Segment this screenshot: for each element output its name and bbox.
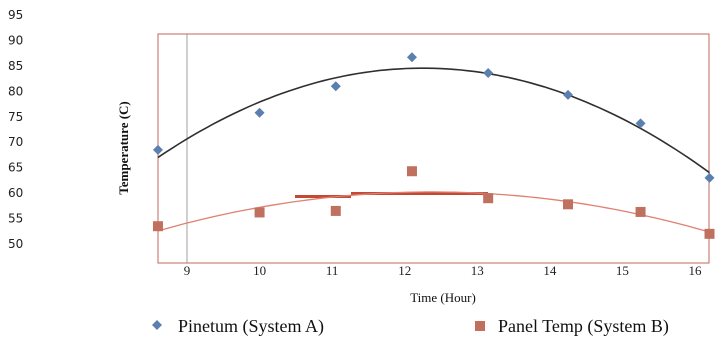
- data-point-pinetum: [483, 68, 494, 79]
- data-point-pinetum: [406, 52, 417, 63]
- y-tick-label: 80: [8, 84, 23, 98]
- x-tick-label: 12: [398, 263, 411, 278]
- x-axis-title: Time (Hour): [410, 290, 476, 305]
- data-point-panel-temp: [483, 193, 494, 204]
- y-axis-title: Temperature (C): [116, 101, 131, 195]
- data-point-panel-temp: [635, 206, 646, 217]
- data-point-panel-temp: [254, 207, 265, 218]
- series-panel-temp: [152, 166, 715, 239]
- trendline-pinetum: [157, 67, 710, 174]
- panel-temp-bar: [351, 192, 488, 195]
- panel-temp-bar: [295, 195, 351, 198]
- data-point-pinetum: [563, 89, 573, 100]
- y-tick-label: 90: [8, 33, 23, 47]
- x-tick-label: 15: [616, 263, 629, 278]
- series-pinetum: [152, 52, 715, 183]
- x-tick-label: 9: [184, 263, 191, 278]
- legend: Pinetum (System A) Panel Temp (System B): [152, 316, 669, 337]
- data-point-pinetum: [330, 81, 341, 92]
- y-tick-label: 95: [8, 8, 23, 22]
- x-tick-label: 16: [689, 263, 703, 278]
- data-point-panel-temp: [152, 221, 163, 232]
- data-point-pinetum: [704, 172, 715, 183]
- y-tick-label: 60: [8, 186, 23, 200]
- data-point-panel-temp: [330, 205, 341, 216]
- data-point-pinetum: [152, 144, 163, 155]
- x-tick-labels: 9 10 11 12 13 14 15 16: [184, 263, 702, 278]
- legend-item-panel-temp: Panel Temp (System B): [475, 316, 669, 337]
- data-point-pinetum: [635, 118, 646, 129]
- x-tick-label: 14: [543, 263, 557, 278]
- y-tick-labels: 50 55 60 65 70 75 80 85 90 95: [8, 8, 23, 251]
- legend-item-pinetum: Pinetum (System A): [152, 316, 324, 337]
- x-tick-label: 10: [253, 263, 266, 278]
- plot-area: [157, 33, 710, 264]
- x-tick-label: 13: [471, 263, 484, 278]
- x-tick-label: 11: [326, 263, 339, 278]
- square-marker-icon: [475, 321, 485, 331]
- panel-temp-markers: [295, 192, 488, 198]
- data-point-panel-temp: [563, 199, 573, 210]
- y-tick-label: 70: [8, 135, 23, 149]
- data-point-panel-temp: [704, 228, 715, 239]
- y-tick-label: 85: [8, 59, 23, 73]
- data-point-panel-temp: [406, 166, 417, 177]
- y-tick-label: 50: [8, 237, 23, 251]
- data-point-pinetum: [254, 107, 265, 118]
- y-tick-label: 65: [8, 161, 23, 175]
- trendline-panel-temp: [157, 191, 710, 233]
- y-tick-label: 55: [8, 212, 23, 226]
- legend-label-pinetum: Pinetum (System A): [178, 316, 324, 337]
- diamond-marker-icon: [152, 320, 162, 330]
- legend-label-panel-temp: Panel Temp (System B): [498, 316, 669, 337]
- y-tick-label: 75: [8, 110, 23, 124]
